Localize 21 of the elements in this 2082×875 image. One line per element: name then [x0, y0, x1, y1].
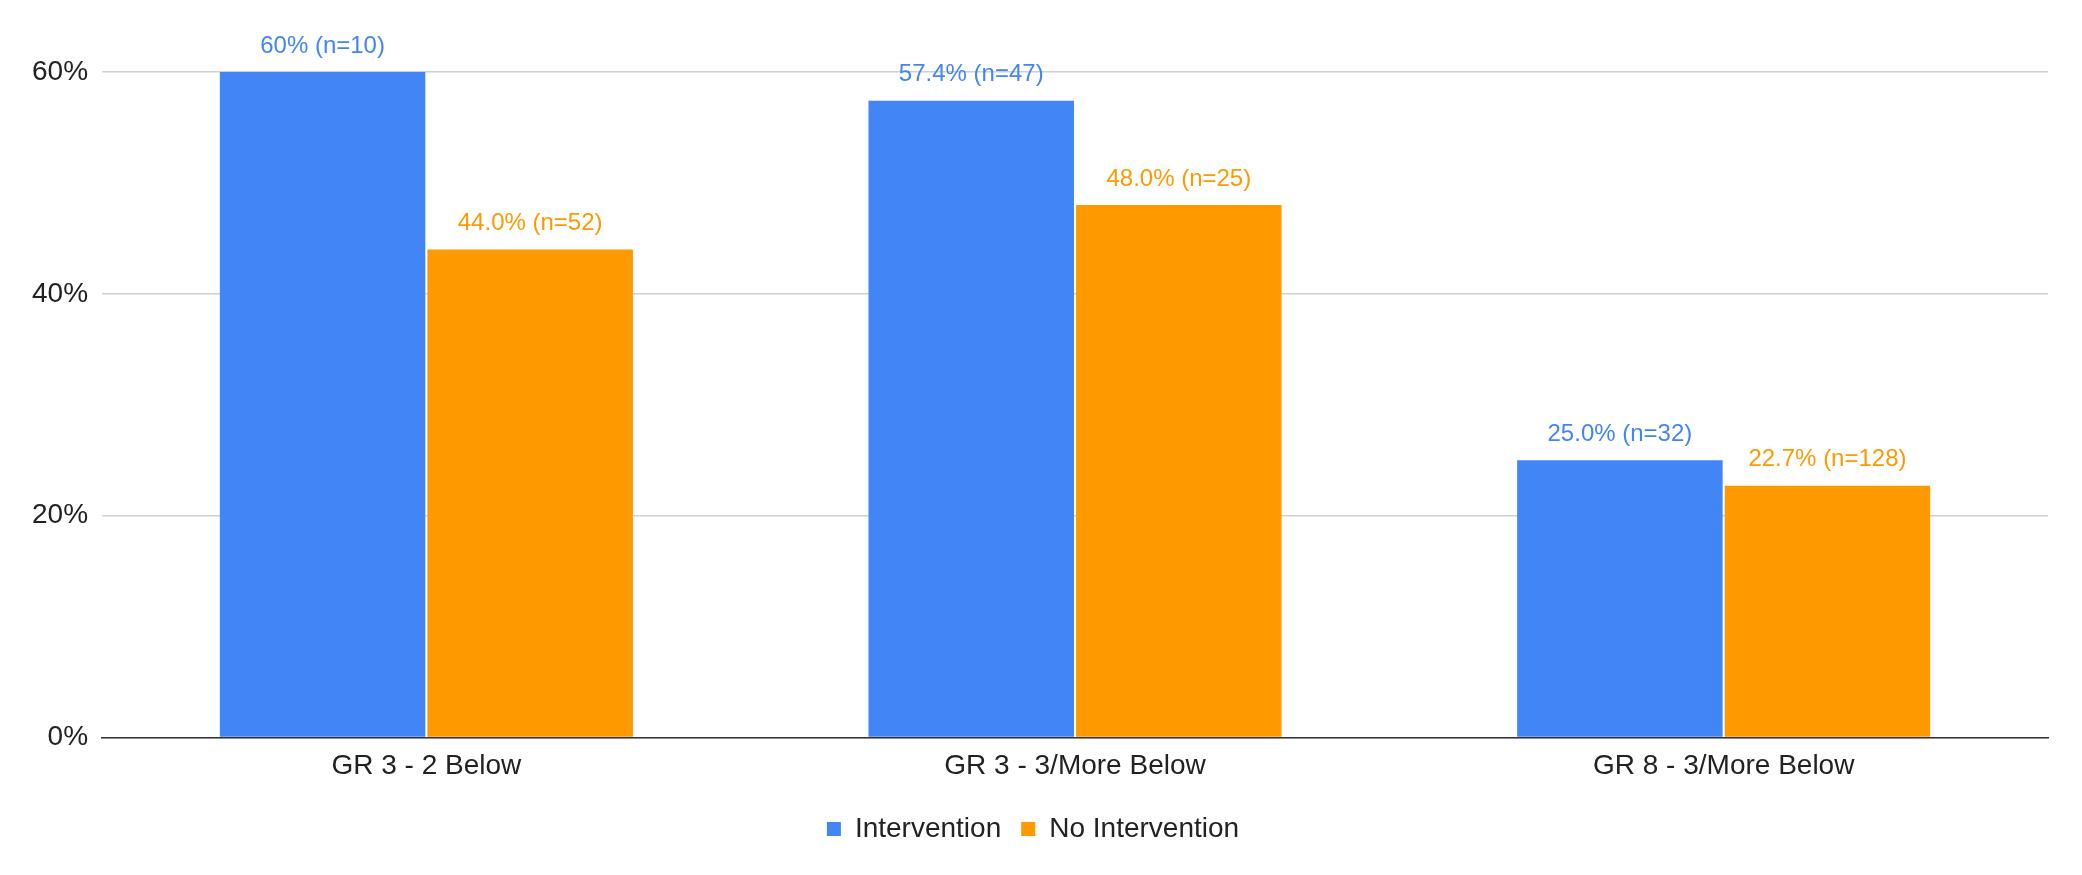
- y-tick-label: 20%: [31, 498, 89, 530]
- y-tick-label: 0%: [47, 720, 89, 752]
- data-label: 57.4% (n=47): [898, 59, 1044, 87]
- bar: [219, 72, 426, 737]
- x-tick-label: GR 8 - 3/More Below: [1592, 748, 1856, 780]
- bar: [868, 100, 1074, 737]
- bar: [1076, 205, 1282, 737]
- bar: [427, 249, 633, 737]
- data-label: 60% (n=10): [260, 30, 385, 58]
- legend-label: Intervention: [854, 811, 1002, 843]
- y-tick-label: 60%: [31, 54, 89, 86]
- x-tick-label: GR 3 - 3/More Below: [944, 748, 1207, 780]
- legend-label: No Intervention: [1049, 811, 1240, 843]
- data-label: 22.7% (n=128): [1748, 444, 1907, 472]
- y-tick-label: 40%: [31, 276, 89, 308]
- x-tick-label: GR 3 - 2 Below: [331, 748, 523, 780]
- data-label: 48.0% (n=25): [1106, 163, 1252, 191]
- data-label: 44.0% (n=52): [457, 208, 603, 236]
- data-label: 25.0% (n=32): [1547, 418, 1693, 446]
- bar: [1517, 460, 1723, 737]
- bar: [1724, 485, 1931, 737]
